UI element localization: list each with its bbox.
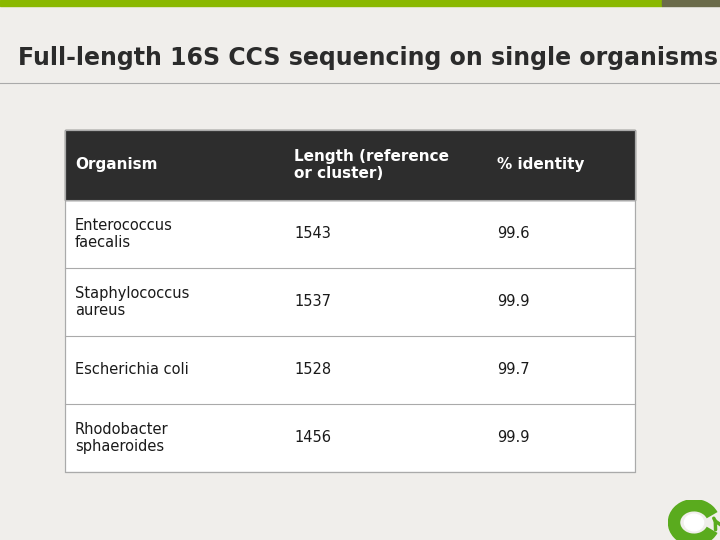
Text: Length (reference
or cluster): Length (reference or cluster) <box>294 149 449 181</box>
Bar <box>662 0 720 6</box>
Text: Organism: Organism <box>75 158 158 172</box>
Bar <box>65 268 635 336</box>
Text: Full-length 16S CCS sequencing on single organisms: Full-length 16S CCS sequencing on single… <box>18 46 718 70</box>
Circle shape <box>685 514 703 531</box>
Bar <box>65 130 635 472</box>
Text: 1456: 1456 <box>294 430 331 445</box>
Bar <box>65 200 635 268</box>
Text: Escherichia coli: Escherichia coli <box>75 362 189 377</box>
Text: % identity: % identity <box>497 158 585 172</box>
Text: 1528: 1528 <box>294 362 332 377</box>
Text: Rhodobacter
sphaeroides: Rhodobacter sphaeroides <box>75 422 168 454</box>
Text: Enterococcus
faecalis: Enterococcus faecalis <box>75 218 173 250</box>
Text: 99.9: 99.9 <box>497 430 529 445</box>
Bar <box>65 130 635 200</box>
Text: 99.6: 99.6 <box>497 226 529 241</box>
Text: 99.9: 99.9 <box>497 294 529 309</box>
Text: 99.7: 99.7 <box>497 362 529 377</box>
Bar <box>0 0 662 6</box>
Bar <box>65 336 635 404</box>
Text: 1543: 1543 <box>294 226 331 241</box>
Text: 1537: 1537 <box>294 294 331 309</box>
Text: Staphylococcus
aureus: Staphylococcus aureus <box>75 286 189 318</box>
Bar <box>65 404 635 472</box>
